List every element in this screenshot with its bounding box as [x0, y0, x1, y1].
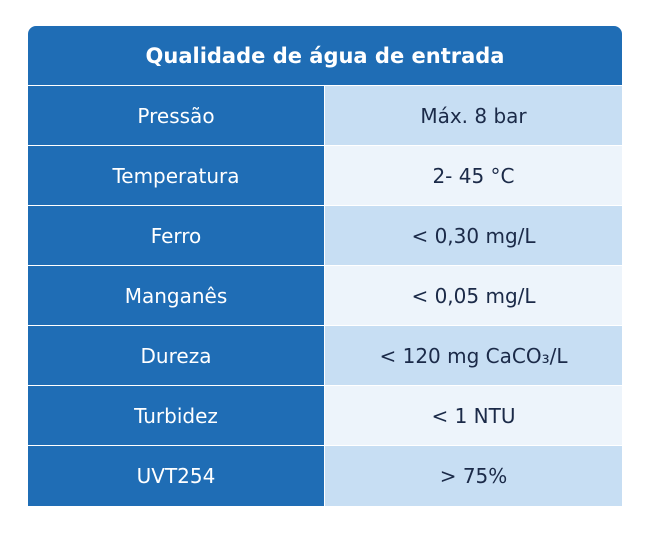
parameter-cell: Temperatura: [28, 146, 325, 205]
parameter-cell: Pressão: [28, 86, 325, 145]
table-body: Pressão Máx. 8 bar Temperatura 2- 45 °C Ferr…: [28, 86, 622, 506]
parameter-cell: Turbidez: [28, 386, 325, 445]
table-row: Dureza < 120 mg CaCO₃/L: [28, 326, 622, 386]
value-cell: Máx. 8 bar: [325, 86, 622, 145]
value-cell: 2- 45 °C: [325, 146, 622, 205]
value-cell: < 1 NTU: [325, 386, 622, 445]
parameter-cell: Ferro: [28, 206, 325, 265]
value-cell: < 0,30 mg/L: [325, 206, 622, 265]
parameter-cell: Manganês: [28, 266, 325, 325]
table-row: Turbidez < 1 NTU: [28, 386, 622, 446]
parameter-cell: Dureza: [28, 326, 325, 385]
table-row: Manganês < 0,05 mg/L: [28, 266, 622, 326]
value-cell: < 120 mg CaCO₃/L: [325, 326, 622, 385]
table-row: Ferro < 0,30 mg/L: [28, 206, 622, 266]
table: Qualidade de água de entrada Pressão Máx.…: [28, 26, 622, 506]
table-row: UVT254 > 75%: [28, 446, 622, 506]
parameter-cell: UVT254: [28, 446, 325, 506]
table-row: Temperatura 2- 45 °C: [28, 146, 622, 206]
table-row: Pressão Máx. 8 bar: [28, 86, 622, 146]
table-title: Qualidade de água de entrada: [28, 26, 622, 86]
value-cell: > 75%: [325, 446, 622, 506]
value-cell: < 0,05 mg/L: [325, 266, 622, 325]
